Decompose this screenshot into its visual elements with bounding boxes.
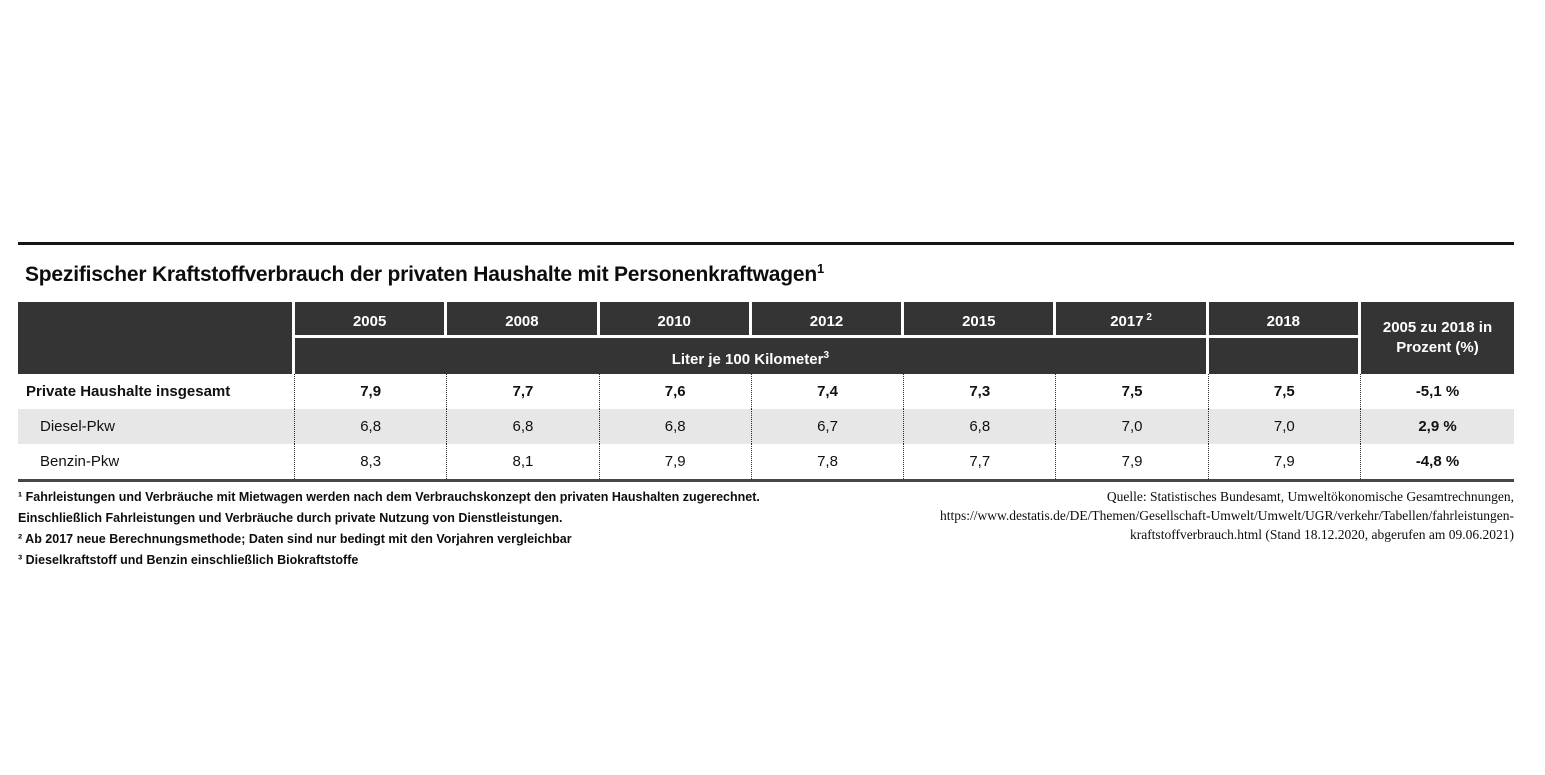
change-cell: 2,9 % [1418,418,1457,435]
value-cell: 6,8 [447,409,600,444]
change-column-header: 2005 zu 2018 in Prozent (%) [1361,302,1514,374]
value-cell: 7,9 [295,374,448,409]
value-cell: 7,0 [1056,409,1209,444]
source-line-1: Quelle: Statistisches Bundesamt, Umweltö… [1106,489,1514,504]
value-cell: 7,5 [1209,374,1361,409]
value-cell: 7,9 [1056,444,1209,479]
unit-subheader: Liter je 100 Kilometer3 [295,338,1209,374]
value-cell: 7,9 [600,444,752,479]
value-cell: 6,7 [752,409,905,444]
footnotes: ¹ Fahrleistungen und Verbräuche mit Miet… [18,487,916,571]
table-body: Private Haushalte insgesamt 7,9 7,7 7,6 … [18,374,1514,482]
footnote-line-2: ² Ab 2017 neue Berechnungsmethode; Daten… [18,532,572,546]
table-footer: ¹ Fahrleistungen und Verbräuche mit Miet… [18,487,1514,571]
table-header: 2005 2008 2010 2012 2015 2017 2 2018 200… [18,302,1514,374]
table-row-diesel-pkw: Diesel-Pkw 6,8 6,8 6,8 6,7 6,8 7,0 7,0 2… [18,409,1514,444]
corner-cell [18,302,295,374]
value-cell: 8,3 [295,444,448,479]
year-header-2008: 2008 [447,302,600,338]
year-header-2010: 2010 [599,302,752,338]
value-cell: 7,4 [752,374,905,409]
title-footnote-marker: 1 [816,261,824,276]
value-cell: 7,7 [904,444,1057,479]
page-title-text: Spezifischer Kraftstoffverbrauch der pri… [25,263,817,286]
value-cell: 7,0 [1209,409,1361,444]
value-cell: 6,8 [600,409,752,444]
value-cell: 7,6 [600,374,752,409]
year-header-2015: 2015 [904,302,1057,338]
table-row-benzin-pkw: Benzin-Pkw 8,3 8,1 7,9 7,8 7,7 7,9 7,9 -… [18,444,1514,479]
source-line-3: kraftstoffverbrauch.html (Stand 18.12.20… [1129,527,1514,542]
value-cell: 7,7 [447,374,600,409]
row-label: Benzin-Pkw [18,444,295,479]
year-header-2005: 2005 [295,302,448,338]
value-cell: 6,8 [295,409,448,444]
value-cell: 8,1 [447,444,600,479]
footnote-line-1b: Einschließlich Fahrleistungen und Verbrä… [18,511,563,525]
year-header-2018: 2018 [1208,302,1361,338]
year-header-2017: 2017 2 [1056,302,1209,338]
value-cell: 7,3 [904,374,1057,409]
year-header-2012: 2012 [751,302,905,338]
value-cell: 7,9 [1209,444,1361,479]
value-cell: 7,5 [1056,374,1209,409]
footnote-line-1: ¹ Fahrleistungen und Verbräuche mit Miet… [18,490,760,504]
row-label: Private Haushalte insgesamt [18,374,295,409]
top-rule [18,242,1514,245]
empty-subheader-cell [1208,338,1361,374]
change-cell: -4,8 % [1415,453,1460,470]
change-cell: -5,1 % [1415,383,1460,400]
value-cell: 7,8 [752,444,905,479]
page: Spezifischer Kraftstoffverbrauch der pri… [18,242,1514,571]
table-row-private-haushalte: Private Haushalte insgesamt 7,9 7,7 7,6 … [18,374,1514,409]
page-title: Spezifischer Kraftstoffverbrauch der pri… [25,256,1514,288]
value-cell: 6,8 [904,409,1057,444]
source-attribution: Quelle: Statistisches Bundesamt, Umweltö… [916,487,1514,544]
row-label: Diesel-Pkw [18,409,295,444]
footnote-line-3: ³ Dieselkraftstoff und Benzin einschließ… [18,553,359,567]
source-line-2: https://www.destatis.de/DE/Themen/Gesell… [939,508,1514,523]
